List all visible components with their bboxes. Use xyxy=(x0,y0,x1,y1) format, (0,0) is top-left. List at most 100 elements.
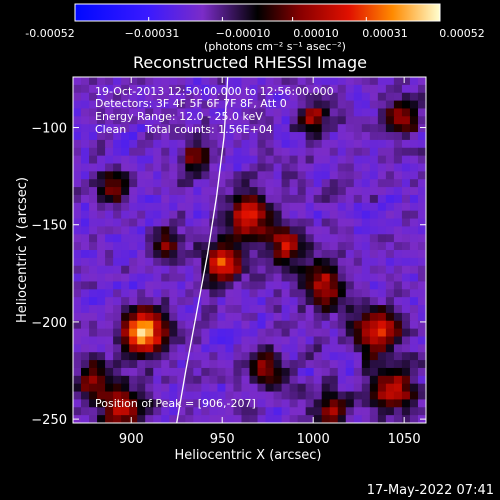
heatmap-cell xyxy=(369,218,379,228)
heatmap-cell xyxy=(409,210,419,220)
heatmap-cell xyxy=(233,305,243,314)
heatmap-cell xyxy=(121,375,130,385)
heatmap-cell xyxy=(81,202,90,212)
heatmap-cell xyxy=(361,187,371,196)
heatmap-cell xyxy=(105,305,114,314)
heatmap-cell xyxy=(265,328,275,338)
heatmap-cell xyxy=(321,218,331,228)
heatmap-cell xyxy=(257,399,267,408)
heatmap-cell xyxy=(201,407,210,416)
heatmap-cell xyxy=(89,171,98,180)
heatmap-cell xyxy=(217,305,227,314)
heatmap-cell xyxy=(233,328,243,338)
heatmap-cell xyxy=(369,305,379,314)
heatmap-cell xyxy=(249,226,259,235)
heatmap-cell xyxy=(321,147,331,157)
y-tick-label: −200 xyxy=(31,316,67,331)
heatmap-cell xyxy=(217,218,227,228)
heatmap-cell xyxy=(209,155,219,165)
heatmap-cell xyxy=(113,273,122,283)
heatmap-cell xyxy=(121,77,130,86)
heatmap-cell xyxy=(273,116,283,125)
heatmap-cell xyxy=(281,328,291,338)
heatmap-cell xyxy=(409,289,419,298)
heatmap-cell xyxy=(105,171,114,180)
heatmap-cell xyxy=(337,383,347,393)
heatmap-cell xyxy=(401,226,411,235)
heatmap-cell xyxy=(161,257,170,267)
heatmap-cell xyxy=(393,84,403,94)
heatmap-cell xyxy=(193,257,202,267)
heatmap-cell xyxy=(257,305,267,314)
heatmap-cell xyxy=(209,344,219,353)
heatmap-cell xyxy=(257,391,267,401)
heatmap-cell xyxy=(177,281,186,290)
heatmap-cell xyxy=(81,132,90,141)
heatmap-cell xyxy=(305,218,315,228)
heatmap-cell xyxy=(153,383,162,393)
heatmap-cell xyxy=(89,415,98,423)
heatmap-cell xyxy=(249,257,259,267)
heatmap-cell xyxy=(305,234,315,243)
colorbar-tick-label-0: -0.00052 xyxy=(25,27,74,40)
heatmap-cell xyxy=(353,194,363,204)
heatmap-cell xyxy=(377,242,387,251)
heatmap-cell xyxy=(161,281,170,290)
heatmap-cell xyxy=(305,194,315,204)
heatmap-cell xyxy=(225,312,235,322)
heatmap-cell xyxy=(281,234,291,243)
heatmap-cell xyxy=(329,407,339,416)
heatmap-cell xyxy=(217,289,227,298)
heatmap-cell xyxy=(313,415,323,423)
heatmap-cell xyxy=(297,367,307,377)
heatmap-cell xyxy=(385,336,395,345)
heatmap-cell xyxy=(209,297,219,306)
heatmap-cell xyxy=(321,407,331,416)
heatmap-cell xyxy=(169,163,178,172)
heatmap-cell xyxy=(193,336,202,345)
heatmap-cell xyxy=(249,194,259,204)
heatmap-cell xyxy=(329,257,339,267)
heatmap-cell xyxy=(313,383,323,393)
heatmap-cell xyxy=(97,320,106,330)
heatmap-cell xyxy=(249,202,259,212)
heatmap-cell xyxy=(137,124,146,133)
heatmap-cell xyxy=(273,218,283,228)
heatmap-cell xyxy=(417,179,426,188)
heatmap-cell xyxy=(169,265,178,275)
heatmap-cell xyxy=(393,187,403,196)
heatmap-cell xyxy=(345,415,355,423)
heatmap-cell xyxy=(377,92,387,102)
heatmap-cell xyxy=(385,367,395,377)
heatmap-cell xyxy=(89,242,98,251)
heatmap-cell xyxy=(249,265,259,275)
heatmap-cell xyxy=(73,273,82,283)
heatmap-cell xyxy=(73,194,82,204)
heatmap-cell xyxy=(161,92,170,102)
heatmap-cell xyxy=(73,116,82,125)
heatmap-cell xyxy=(169,328,178,338)
heatmap-cell xyxy=(81,100,90,110)
heatmap-cell xyxy=(273,375,283,385)
heatmap-cell xyxy=(321,250,331,259)
heatmap-cell xyxy=(297,344,307,353)
colorbar-tick-label-2: −0.00010 xyxy=(216,27,271,40)
heatmap-cell xyxy=(401,391,411,401)
heatmap-cell xyxy=(313,297,323,306)
heatmap-cell xyxy=(417,360,426,369)
heatmap-cell xyxy=(385,415,395,423)
heatmap-cell xyxy=(305,226,315,235)
heatmap-cell xyxy=(233,92,243,102)
heatmap-cell xyxy=(305,124,315,133)
heatmap-cell xyxy=(185,383,194,393)
heatmap-cell xyxy=(233,383,243,393)
heatmap-cell xyxy=(217,352,227,361)
heatmap-cell xyxy=(337,289,347,298)
heatmap-cell xyxy=(281,312,291,322)
heatmap-cell xyxy=(81,84,90,94)
heatmap-cell xyxy=(201,336,210,345)
heatmap-cell xyxy=(289,171,299,180)
heatmap-cell xyxy=(225,344,235,353)
heatmap-cell xyxy=(377,367,387,377)
